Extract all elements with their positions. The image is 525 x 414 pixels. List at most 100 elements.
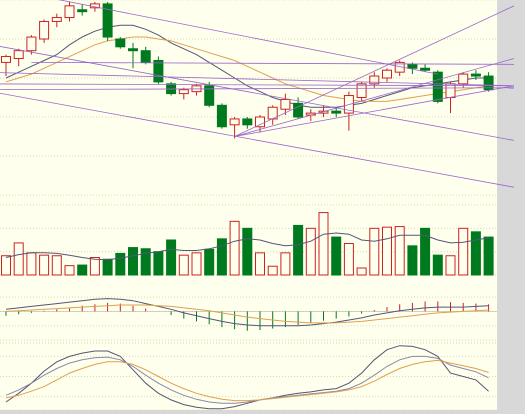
candlestick bbox=[102, 1, 113, 41]
candle-body-up bbox=[64, 5, 75, 19]
volume-bar bbox=[483, 236, 494, 276]
candle-body-up bbox=[51, 17, 62, 22]
volume-moving-average bbox=[5, 232, 489, 261]
volume-bar bbox=[191, 252, 202, 276]
bottom-frame bbox=[0, 410, 525, 414]
candlestick bbox=[128, 42, 138, 69]
candlestick bbox=[470, 70, 481, 80]
trend-line bbox=[234, 5, 515, 137]
volume-bar bbox=[51, 255, 62, 276]
volume-bar bbox=[229, 220, 240, 276]
volume-bar bbox=[39, 254, 50, 276]
volume-bar bbox=[305, 227, 316, 276]
volume-bar bbox=[216, 238, 227, 276]
volume-bar bbox=[77, 264, 88, 276]
candle-body-down bbox=[153, 59, 164, 83]
candle-body-down bbox=[115, 38, 126, 48]
volume-bar bbox=[293, 224, 304, 276]
trend-line bbox=[58, 0, 438, 75]
candle-body-up bbox=[369, 75, 380, 85]
candlestick bbox=[407, 62, 418, 75]
volume-bar bbox=[445, 255, 456, 276]
candlestick bbox=[178, 87, 189, 100]
volume-bar bbox=[166, 239, 177, 276]
candle-body-down bbox=[128, 48, 138, 52]
candle-body-down bbox=[407, 63, 418, 69]
candle-body-down bbox=[140, 50, 151, 63]
trend-line bbox=[234, 85, 515, 137]
candlestick bbox=[242, 117, 253, 129]
macd-dif-line bbox=[5, 298, 489, 327]
candle-body-down bbox=[483, 75, 494, 91]
trend-line bbox=[0, 92, 515, 188]
volume-bar bbox=[369, 227, 380, 276]
candle-body-down bbox=[420, 67, 431, 71]
candle-body-down bbox=[331, 110, 342, 114]
price-moving-average bbox=[5, 36, 489, 102]
candle-body-up bbox=[458, 73, 469, 85]
volume-bar bbox=[470, 231, 481, 276]
right-frame bbox=[497, 0, 525, 414]
candle-body-up bbox=[229, 118, 240, 126]
candlestick bbox=[458, 72, 469, 88]
trend-lines bbox=[0, 0, 515, 188]
volume-bar bbox=[115, 252, 126, 276]
volume-bar bbox=[331, 236, 342, 276]
candlestick bbox=[382, 68, 392, 82]
candlestick bbox=[432, 70, 443, 104]
candle-body-down bbox=[204, 85, 215, 106]
candlestick bbox=[229, 117, 240, 139]
candlestick bbox=[280, 93, 291, 116]
volume-bar bbox=[420, 227, 431, 276]
candle-body-up bbox=[280, 98, 291, 110]
volume-bar bbox=[318, 212, 329, 276]
candle-body-down bbox=[102, 3, 113, 38]
candle-body-up bbox=[356, 83, 367, 98]
candle-body-up bbox=[178, 89, 189, 95]
kdj-panel bbox=[5, 345, 489, 410]
candlestick bbox=[64, 1, 75, 22]
candle-body-down bbox=[242, 118, 253, 126]
volume-bar bbox=[128, 247, 138, 276]
trend-line bbox=[0, 83, 515, 87]
volume-bar bbox=[204, 248, 215, 276]
volume-bar bbox=[178, 254, 189, 276]
candlestick bbox=[13, 48, 24, 67]
candlestick bbox=[153, 56, 164, 84]
candlestick bbox=[204, 81, 215, 108]
volume-bar bbox=[343, 243, 354, 276]
candlestick bbox=[420, 64, 431, 73]
volume-bar bbox=[140, 248, 151, 276]
candle-body-down bbox=[216, 104, 227, 128]
volume-bar bbox=[242, 227, 253, 276]
volume-bar bbox=[89, 257, 100, 276]
volume-bar bbox=[382, 226, 392, 276]
volume-bar bbox=[102, 258, 113, 276]
volume-bar bbox=[255, 252, 265, 276]
candlestick bbox=[77, 3, 88, 16]
volume-bar bbox=[26, 252, 37, 276]
volume-bar bbox=[394, 226, 405, 276]
volume-bar bbox=[1, 255, 11, 276]
volume-bar bbox=[13, 242, 24, 276]
volume-bar bbox=[356, 267, 367, 276]
candle-body-down bbox=[470, 73, 481, 77]
macd-dea-line bbox=[5, 304, 489, 324]
candlestick bbox=[39, 19, 50, 43]
volume-bar bbox=[280, 252, 291, 276]
trend-line bbox=[0, 87, 515, 91]
trend-line bbox=[0, 46, 515, 141]
candle-body-down bbox=[432, 71, 443, 102]
candle-body-up bbox=[255, 116, 265, 128]
candle-body-up bbox=[318, 110, 329, 114]
candlestick bbox=[216, 103, 227, 129]
volume-bar bbox=[407, 245, 418, 276]
trend-line bbox=[31, 62, 515, 65]
candlestick bbox=[331, 107, 342, 117]
kdj-line bbox=[5, 345, 489, 410]
macd-panel bbox=[0, 298, 497, 331]
